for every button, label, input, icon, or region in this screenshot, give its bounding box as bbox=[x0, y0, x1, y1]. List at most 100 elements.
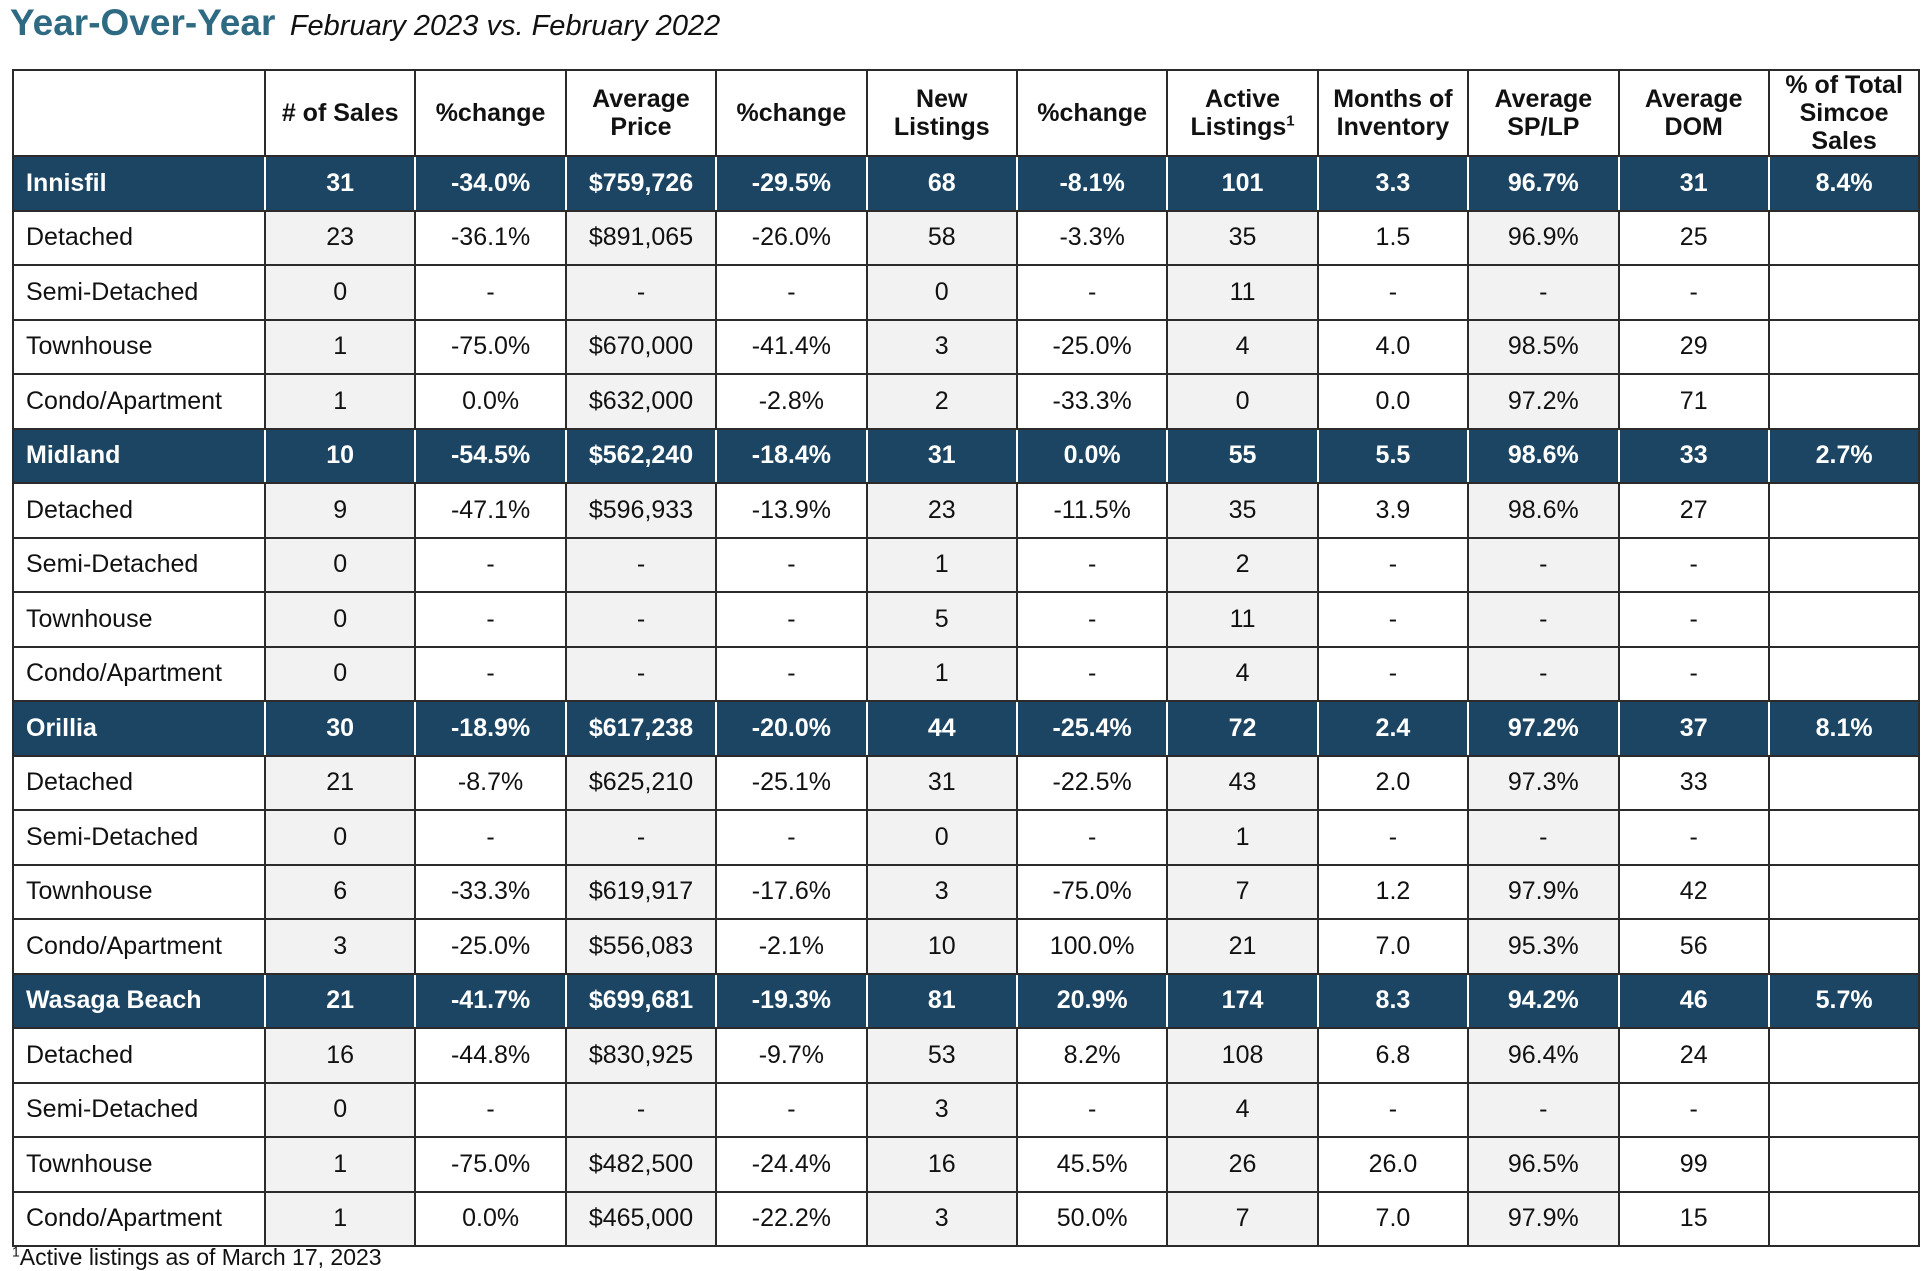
table-cell: 8.3 bbox=[1316, 972, 1470, 1029]
region-row: Midland 10 -54.5% $562,240 -18.4% 31 0.0% 55 5.5… bbox=[12, 427, 1921, 484]
table-cell: - bbox=[1467, 809, 1620, 866]
table-cell: 33 bbox=[1617, 754, 1770, 811]
table-cell: 8.2% bbox=[1015, 1027, 1169, 1084]
table-cell: -47.1% bbox=[414, 482, 567, 539]
table-cell: - bbox=[414, 536, 567, 593]
table-cell: 9 bbox=[263, 482, 417, 539]
table-cell bbox=[1767, 918, 1921, 975]
table-cell: 3 bbox=[865, 863, 1018, 920]
title-subtitle: February 2023 vs. February 2022 bbox=[289, 10, 721, 42]
page-title: Year-Over-Year February 2023 vs. Februar… bbox=[10, 2, 720, 44]
row-label: Condo/Apartment bbox=[12, 918, 266, 975]
table-cell: 7.0 bbox=[1316, 918, 1470, 975]
table-cell: - bbox=[1467, 536, 1620, 593]
table-cell: 2 bbox=[1166, 536, 1319, 593]
table-cell: 23 bbox=[263, 209, 417, 266]
table-cell: 26.0 bbox=[1316, 1136, 1470, 1193]
header-empty bbox=[12, 69, 266, 157]
table-cell: 0 bbox=[263, 1081, 417, 1138]
table-cell: 27 bbox=[1617, 482, 1770, 539]
table-cell: -44.8% bbox=[414, 1027, 567, 1084]
table-cell: -9.7% bbox=[715, 1027, 868, 1084]
table-row: Townhouse 1 -75.0% $670,000 -41.4% 3 -25.0% 4 4.… bbox=[12, 318, 1921, 375]
table-cell: 15 bbox=[1617, 1190, 1770, 1247]
table-cell: - bbox=[715, 264, 868, 321]
row-label: Semi-Detached bbox=[12, 1081, 266, 1138]
header-average-dom: Average DOM bbox=[1617, 69, 1770, 157]
table-cell: 31 bbox=[865, 427, 1018, 484]
table-cell: 7 bbox=[1166, 863, 1319, 920]
table-cell: 5.7% bbox=[1767, 972, 1921, 1029]
table-row: Detached 23 -36.1% $891,065 -26.0% 58 -3.3% 35 1… bbox=[12, 209, 1921, 266]
table-cell: 0 bbox=[1166, 373, 1319, 430]
row-label: Detached bbox=[12, 1027, 266, 1084]
table-row: Detached 16 -44.8% $830,925 -9.7% 53 8.2% 108 6.… bbox=[12, 1027, 1921, 1084]
table-cell: 58 bbox=[865, 209, 1018, 266]
table-row: Detached 21 -8.7% $625,210 -25.1% 31 -22.5% 43 2… bbox=[12, 754, 1921, 811]
row-label: Innisfil bbox=[12, 155, 266, 212]
title-main: Year-Over-Year bbox=[10, 2, 276, 43]
region-row: Innisfil 31 -34.0% $759,726 -29.5% 68 -8.1% 101… bbox=[12, 155, 1921, 212]
table-cell bbox=[1767, 373, 1921, 430]
table-cell: 7.0 bbox=[1316, 1190, 1470, 1247]
table-cell: 3.3 bbox=[1316, 155, 1470, 212]
table-cell: 30 bbox=[263, 700, 417, 757]
header-price-change: %change bbox=[715, 69, 868, 157]
table-cell: - bbox=[1015, 264, 1169, 321]
table-cell: 96.4% bbox=[1467, 1027, 1620, 1084]
table-cell: 1.2 bbox=[1316, 863, 1470, 920]
table-cell bbox=[1767, 209, 1921, 266]
table-cell: - bbox=[1467, 591, 1620, 648]
table-cell: - bbox=[715, 809, 868, 866]
table-row: Condo/Apartment 1 0.0% $632,000 -2.8% 2 -33.3%… bbox=[12, 373, 1921, 430]
table-cell: 10 bbox=[865, 918, 1018, 975]
region-row: Wasaga Beach 21 -41.7% $699,681 -19.3% 81 20.9… bbox=[12, 972, 1921, 1029]
table-cell: 174 bbox=[1166, 972, 1319, 1029]
table-cell: $625,210 bbox=[564, 754, 718, 811]
table-cell: 72 bbox=[1166, 700, 1319, 757]
table-cell: 101 bbox=[1166, 155, 1319, 212]
table-cell: 81 bbox=[865, 972, 1018, 1029]
table-cell: $617,238 bbox=[564, 700, 718, 757]
table-cell: 1 bbox=[865, 645, 1018, 702]
row-label: Detached bbox=[12, 482, 266, 539]
table-body: Innisfil 31 -34.0% $759,726 -29.5% 68 -8.1% 101… bbox=[12, 155, 1921, 1247]
row-label: Semi-Detached bbox=[12, 264, 266, 321]
table-cell: 33 bbox=[1617, 427, 1770, 484]
table-cell: - bbox=[1617, 591, 1770, 648]
table-cell: 0.0% bbox=[1015, 427, 1169, 484]
table-cell: 2.4 bbox=[1316, 700, 1470, 757]
row-label: Townhouse bbox=[12, 318, 266, 375]
table-cell bbox=[1767, 1190, 1921, 1247]
table-cell: 46 bbox=[1617, 972, 1770, 1029]
table-cell: -26.0% bbox=[715, 209, 868, 266]
table-cell: -75.0% bbox=[414, 318, 567, 375]
row-label: Detached bbox=[12, 754, 266, 811]
table-cell: -2.1% bbox=[715, 918, 868, 975]
region-row: Orillia 30 -18.9% $617,238 -20.0% 44 -25.4% 72 2… bbox=[12, 700, 1921, 757]
table-cell: 20.9% bbox=[1015, 972, 1169, 1029]
table-cell: 0.0% bbox=[414, 373, 567, 430]
table-cell: 2.7% bbox=[1767, 427, 1921, 484]
table-cell: - bbox=[1316, 645, 1470, 702]
table-cell: - bbox=[715, 536, 868, 593]
table-cell: - bbox=[564, 645, 718, 702]
table-cell: 11 bbox=[1166, 264, 1319, 321]
table-cell: -17.6% bbox=[715, 863, 868, 920]
table-cell bbox=[1767, 863, 1921, 920]
table-cell: 7 bbox=[1166, 1190, 1319, 1247]
table-cell: $699,681 bbox=[564, 972, 718, 1029]
table-cell: 97.9% bbox=[1467, 863, 1620, 920]
table-cell: 1 bbox=[865, 536, 1018, 593]
row-label: Detached bbox=[12, 209, 266, 266]
table-cell: 96.7% bbox=[1467, 155, 1620, 212]
table-cell: - bbox=[414, 809, 567, 866]
table-cell: 1 bbox=[1166, 809, 1319, 866]
table-cell: 68 bbox=[865, 155, 1018, 212]
table-cell: -24.4% bbox=[715, 1136, 868, 1193]
table-cell: - bbox=[1015, 1081, 1169, 1138]
table-row: Townhouse 6 -33.3% $619,917 -17.6% 3 -75.0% 7 1.… bbox=[12, 863, 1921, 920]
table-cell bbox=[1767, 809, 1921, 866]
table-cell: -11.5% bbox=[1015, 482, 1169, 539]
